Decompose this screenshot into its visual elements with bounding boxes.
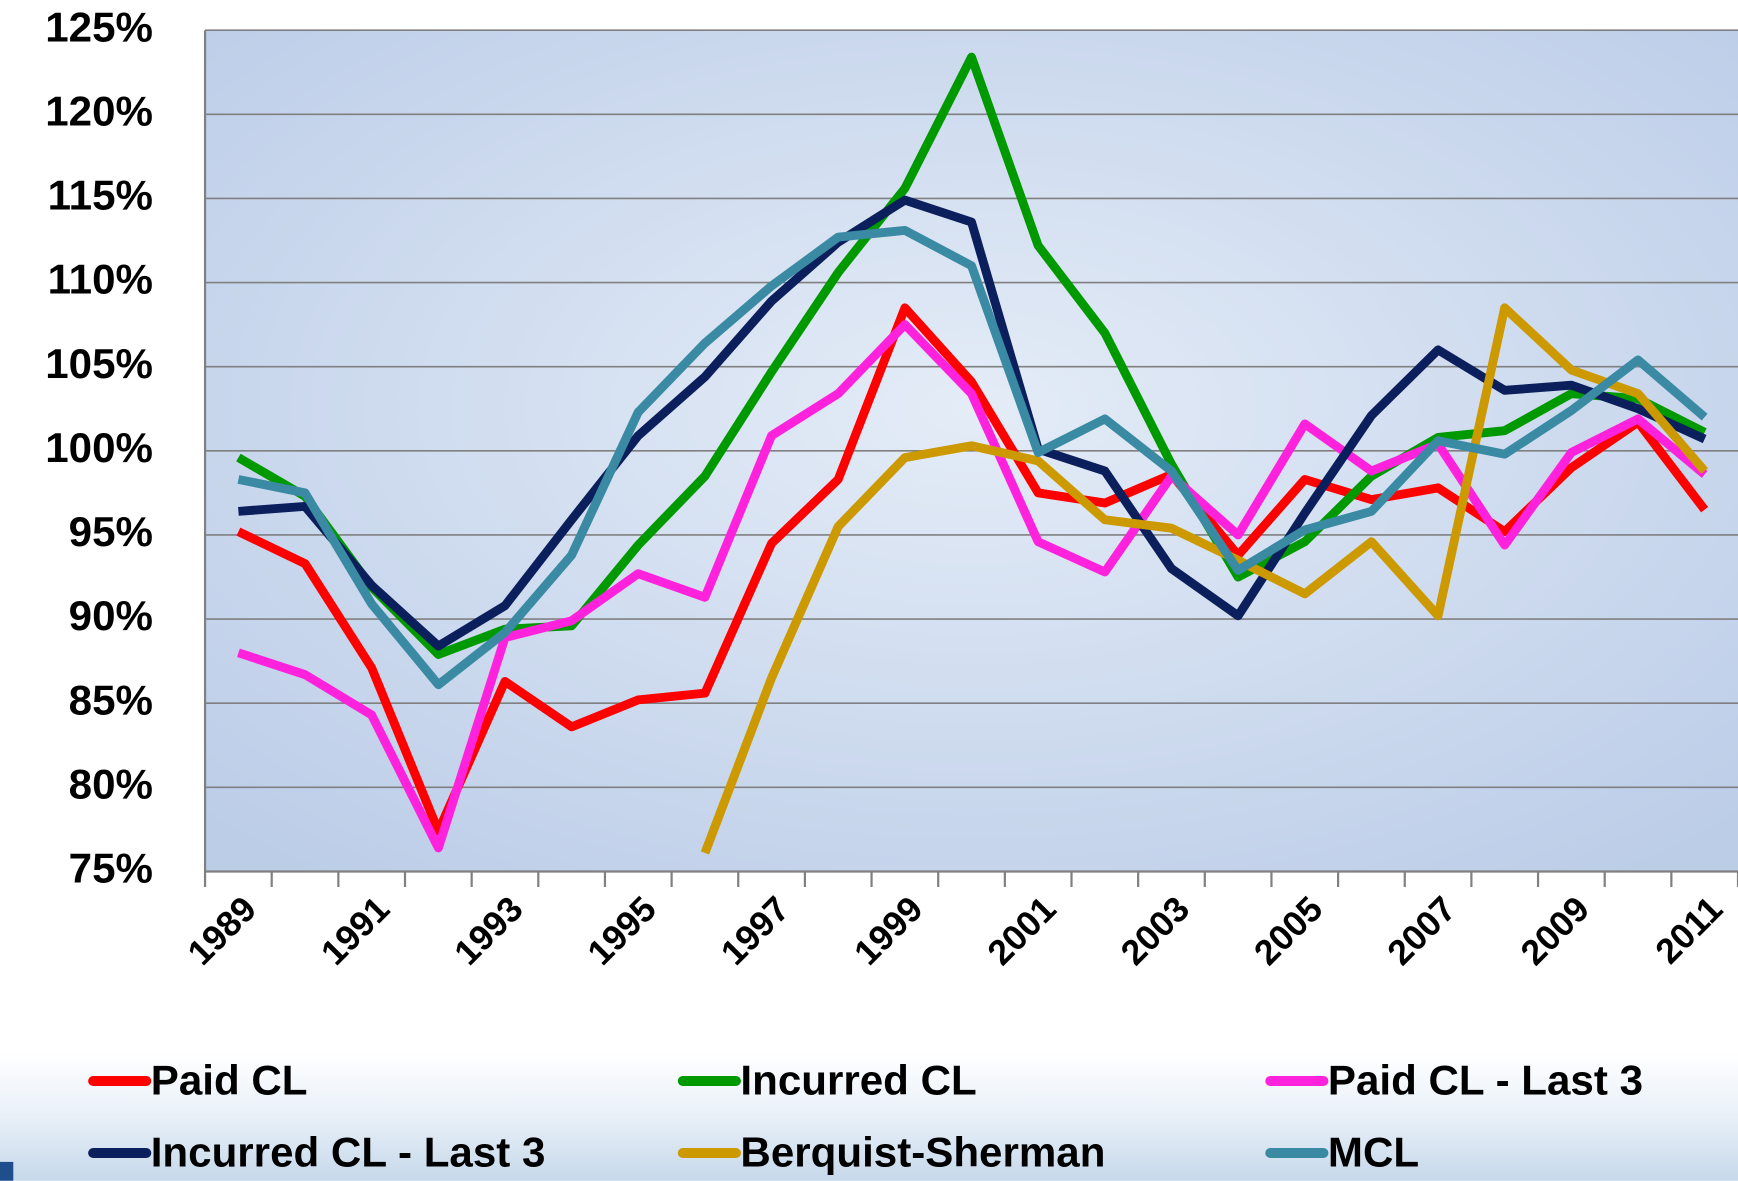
series-line <box>700 303 1708 855</box>
x-tick-label: 2003 <box>1113 889 1197 973</box>
x-tick-label: 1997 <box>713 889 797 973</box>
x-tick-label: 2011 <box>1648 889 1731 972</box>
y-tick-label: 110% <box>48 256 153 303</box>
x-tick-label: 2007 <box>1380 889 1464 973</box>
legend-label: Incurred CL <box>740 1056 976 1103</box>
decoration <box>0 1161 14 1181</box>
legend-label: MCL <box>1328 1128 1419 1175</box>
y-tick-label: 95% <box>69 508 153 555</box>
x-tick-label: 1989 <box>180 889 264 973</box>
y-tick-label: 125% <box>45 3 153 50</box>
x-tick-label: 1999 <box>846 889 930 973</box>
y-tick-label: 85% <box>69 676 153 723</box>
legend-label: Berquist-Sherman <box>740 1128 1105 1175</box>
y-tick-label: 120% <box>45 87 153 134</box>
x-tick-label: 1993 <box>446 889 530 973</box>
x-tick-label: 2001 <box>980 889 1064 973</box>
legend-label: Paid CL - Last 3 <box>1328 1056 1643 1103</box>
series-line <box>237 320 1708 853</box>
series-line <box>238 195 1707 651</box>
y-tick-label: 100% <box>45 424 153 471</box>
y-tick-label: 105% <box>45 340 153 387</box>
y-tick-label: 80% <box>69 760 153 807</box>
legend-background <box>0 1053 1738 1181</box>
y-tick-label: 90% <box>69 592 153 639</box>
y-tick-label: 115% <box>48 172 153 219</box>
series-line <box>236 52 1707 659</box>
legend-label: Incurred CL - Last 3 <box>151 1128 546 1175</box>
legend-label: Paid CL <box>151 1056 308 1103</box>
series-line <box>237 225 1708 690</box>
y-tick-label: 75% <box>69 845 153 892</box>
x-tick-label: 1991 <box>313 889 397 973</box>
x-tick-label: 2005 <box>1246 889 1330 973</box>
x-tick-label: 1995 <box>580 889 664 973</box>
x-tick-label: 2009 <box>1513 889 1597 973</box>
